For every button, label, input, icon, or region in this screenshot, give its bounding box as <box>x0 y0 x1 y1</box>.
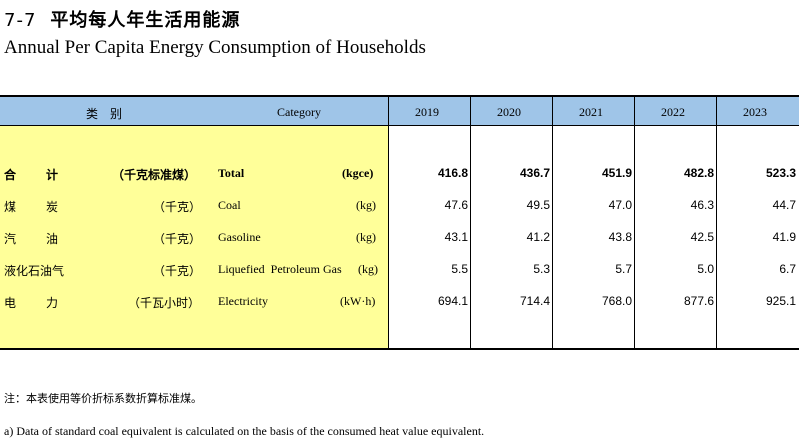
row-unit-en: (kg) <box>356 230 376 244</box>
table-row-lpg: 液化石油气 （千克） Liquefied Petroleum Gas (kg) … <box>0 262 799 282</box>
header-year-2022: 2022 <box>661 105 685 119</box>
table-row-gasoline: 汽 油 （千克） Gasoline (kg) 43.1 41.2 43.8 42… <box>0 230 799 250</box>
row-label-cn: 液化石油气 <box>4 264 65 278</box>
footnote-en: a) Data of standard coal equivalent is c… <box>4 424 485 438</box>
table-row-coal: 煤 炭 （千克） Coal (kg) 47.6 49.5 47.0 46.3 4… <box>0 198 799 218</box>
row-label-en: Coal <box>218 198 241 212</box>
row-unit-en: (kW·h) <box>340 294 376 308</box>
row-unit-en: (kg) <box>356 198 376 212</box>
row-unit-cn: （千克标准煤） <box>112 168 197 182</box>
row-label-cn: 电 力 <box>4 296 61 310</box>
cell-value: 41.9 <box>772 230 796 244</box>
header-year-2021: 2021 <box>579 105 603 119</box>
cell-value: 877.6 <box>683 294 714 308</box>
cell-value: 694.1 <box>437 294 468 308</box>
header-category-en: Category <box>277 105 321 119</box>
cell-value: 49.5 <box>526 198 550 212</box>
column-divider <box>716 97 717 348</box>
cell-value: 44.7 <box>772 198 796 212</box>
row-unit-cn: （千克） <box>153 200 202 214</box>
column-divider <box>634 97 635 348</box>
cell-value: 523.3 <box>765 166 796 180</box>
row-label-en: Total <box>218 166 245 180</box>
column-divider <box>552 97 553 348</box>
row-label-cn: 合 计 <box>4 168 61 182</box>
cell-value: 46.3 <box>690 198 714 212</box>
cell-value: 43.8 <box>608 230 632 244</box>
table-title-cn-text: 平均每人年生活用能源 <box>50 10 241 31</box>
cell-value: 768.0 <box>601 294 632 308</box>
cell-value: 5.3 <box>533 262 550 276</box>
table-row-electricity: 电 力 （千瓦小时） Electricity (kW·h) 694.1 714.… <box>0 294 799 314</box>
cell-value: 5.0 <box>697 262 714 276</box>
cell-value: 436.7 <box>519 166 550 180</box>
row-unit-en: (kgce) <box>342 166 374 180</box>
row-label-en: Gasoline <box>218 230 261 244</box>
row-unit-cn: （千克） <box>153 264 202 278</box>
cell-value: 6.7 <box>779 262 796 276</box>
table-title-en: Annual Per Capita Energy Consumption of … <box>4 37 426 58</box>
row-label-cn: 汽 油 <box>4 232 61 246</box>
table-row-total: 合 计 （千克标准煤） Total (kgce) 416.8 436.7 451… <box>0 166 799 186</box>
table-title-cn: 7-7 平均每人年生活用能源 <box>4 6 240 32</box>
table-top-rule <box>0 95 799 97</box>
cell-value: 451.9 <box>601 166 632 180</box>
cell-value: 43.1 <box>444 230 468 244</box>
cell-value: 5.7 <box>615 262 632 276</box>
row-unit-cn: （千瓦小时） <box>128 296 201 310</box>
row-unit-en: (kg) <box>358 262 378 276</box>
cell-value: 925.1 <box>765 294 796 308</box>
header-year-2019: 2019 <box>415 105 439 119</box>
cell-value: 42.5 <box>690 230 714 244</box>
cell-value: 47.0 <box>608 198 632 212</box>
cell-value: 482.8 <box>683 166 714 180</box>
table-header-row <box>0 97 799 126</box>
table-number: 7-7 <box>4 10 37 31</box>
data-table: 类 别 Category 2019 2020 2021 2022 2023 合 … <box>0 95 799 351</box>
row-label-en: Liquefied Petroleum Gas <box>218 262 342 276</box>
footnote-cn: 注：本表使用等价折标系数折算标准煤。 <box>4 392 202 405</box>
header-category-cn: 类 别 <box>86 107 123 121</box>
cell-value: 416.8 <box>437 166 468 180</box>
header-year-2020: 2020 <box>497 105 521 119</box>
cell-value: 41.2 <box>526 230 550 244</box>
row-unit-cn: （千克） <box>153 232 202 246</box>
cell-value: 5.5 <box>451 262 468 276</box>
row-label-en: Electricity <box>218 294 268 308</box>
cell-value: 714.4 <box>519 294 550 308</box>
row-label-cn: 煤 炭 <box>4 200 61 214</box>
category-column-background <box>0 126 388 348</box>
table-bottom-rule <box>0 348 799 350</box>
header-year-2023: 2023 <box>743 105 767 119</box>
column-divider <box>470 97 471 348</box>
column-divider <box>388 97 389 348</box>
cell-value: 47.6 <box>444 198 468 212</box>
